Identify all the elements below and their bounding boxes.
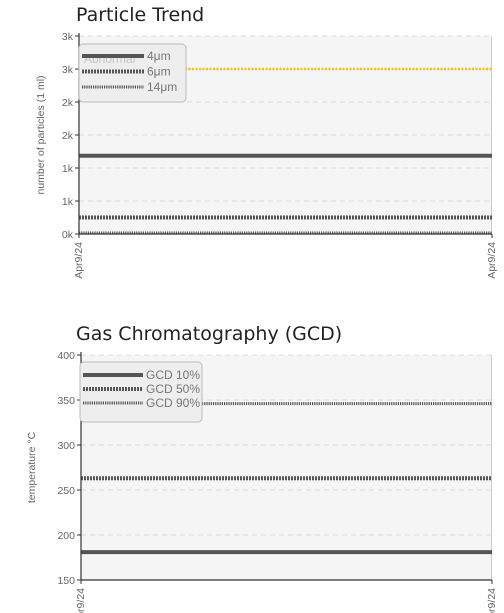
gas-chromatography-chart: Gas Chromatography (GCD) 150 200 250 300 350… bbox=[0, 318, 504, 613]
legend-label: GCD 50% bbox=[146, 382, 200, 396]
y-tick-label: 2k bbox=[62, 130, 74, 142]
y-tick-label: 150 bbox=[57, 575, 75, 587]
gas-chromatography-plot: 150 200 250 300 350 400 Apr9/24 Apr9/24 temperat… bbox=[26, 350, 498, 613]
legend-label: 14μm bbox=[147, 80, 177, 94]
chart-title: Particle Trend bbox=[76, 4, 205, 26]
y-tick-label: 1k bbox=[62, 196, 74, 208]
x-tick-label: Apr9/24 bbox=[73, 242, 85, 279]
legend-label: 6μm bbox=[147, 65, 171, 79]
legend-label: GCD 90% bbox=[146, 396, 200, 410]
y-tick-label: 300 bbox=[57, 440, 75, 452]
y-axis-title: temperature °C bbox=[26, 431, 38, 503]
legend-box bbox=[78, 43, 187, 103]
x-tick-label: Apr9/24 bbox=[486, 588, 498, 613]
y-tick-label: 2k bbox=[62, 97, 74, 109]
x-tick-label: Apr9/24 bbox=[75, 588, 87, 613]
legend-label: GCD 10% bbox=[146, 368, 200, 382]
particle-trend-chart: Particle Trend 0k 1k 1k 2k 2k 3k 3k Apr9/24 Apr9… bbox=[0, 0, 504, 300]
y-tick-label: 0k bbox=[62, 229, 74, 241]
y-tick-label: 350 bbox=[57, 395, 75, 407]
y-axis-title: number of particles (1 ml) bbox=[35, 75, 47, 194]
legend-label: 4μm bbox=[147, 49, 171, 63]
y-tick-label: 250 bbox=[57, 485, 75, 497]
y-tick-label: 3k bbox=[62, 64, 74, 76]
particle-trend-plot: 0k 1k 1k 2k 2k 3k 3k Apr9/24 Apr9/24 number of pa… bbox=[35, 31, 498, 279]
y-tick-label: 3k bbox=[62, 31, 74, 43]
x-tick-label: Apr9/24 bbox=[486, 242, 498, 279]
y-tick-label: 400 bbox=[57, 350, 75, 362]
y-tick-label: 1k bbox=[62, 163, 74, 175]
chart-title: Gas Chromatography (GCD) bbox=[76, 323, 343, 345]
y-tick-label: 200 bbox=[57, 530, 75, 542]
